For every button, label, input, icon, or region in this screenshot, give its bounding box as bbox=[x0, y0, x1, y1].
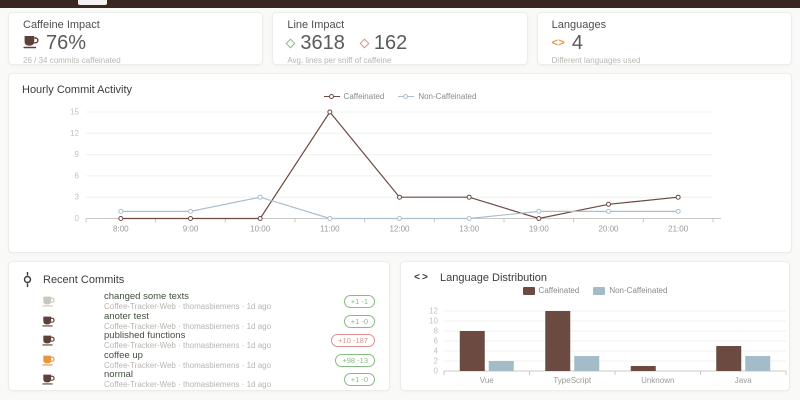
commit-item: normal Coffee-Tracker-Web · thomasbiemens… bbox=[9, 370, 389, 390]
commit-diff-badge: +1 -0 bbox=[343, 314, 375, 328]
svg-text:TypeScript: TypeScript bbox=[553, 376, 592, 385]
svg-text:21:00: 21:00 bbox=[668, 225, 689, 234]
svg-text:0: 0 bbox=[75, 214, 80, 223]
commit-meta: Coffee-Tracker-Web · thomasbiemens · 1d … bbox=[104, 302, 272, 312]
svg-text:6: 6 bbox=[434, 337, 439, 346]
commit-diff-badge: +1 -1 bbox=[343, 295, 375, 309]
legend-item-caffeinated[interactable]: Caffeinated bbox=[323, 92, 385, 101]
svg-text:10:00: 10:00 bbox=[250, 225, 271, 234]
languages-subtitle: Different languages used bbox=[551, 56, 641, 65]
languages-title: Languages bbox=[551, 19, 607, 31]
legend-item-caffeinated[interactable]: Caffeinated bbox=[522, 286, 580, 295]
language-distribution-panel: <> Language Distribution Caffeinated Non-… bbox=[400, 261, 790, 391]
coffee-cup-icon bbox=[23, 32, 39, 55]
line-impact-title: Line Impact bbox=[287, 19, 345, 31]
svg-text:15: 15 bbox=[70, 108, 79, 117]
top-navbar bbox=[0, 0, 800, 8]
commit-coffee-cup-icon bbox=[42, 355, 56, 366]
svg-text:11:00: 11:00 bbox=[320, 225, 340, 234]
commit-diff-badge: +1 -0 bbox=[343, 373, 375, 387]
line-chart-legend: Caffeinated Non-Caffeinated bbox=[9, 92, 791, 101]
svg-text:0: 0 bbox=[434, 367, 439, 376]
hourly-commit-line-chart: 0 3 6 9 12 15 8:00 9:00 10:00 11:00 12:00 13:00 19:0… bbox=[70, 108, 721, 234]
svg-text:10: 10 bbox=[429, 317, 438, 326]
legend-label: Non-Caffeinated bbox=[609, 286, 668, 295]
commit-message: published functions bbox=[104, 330, 186, 342]
commit-meta: Coffee-Tracker-Web · thomasbiemens · 1d … bbox=[104, 321, 272, 331]
hourly-chart-title: Hourly Commit Activity bbox=[22, 84, 133, 96]
line-marker-icon bbox=[323, 94, 340, 99]
bar-chart-legend: Caffeinated Non-Caffeinated bbox=[401, 286, 789, 295]
commit-message: changed some texts bbox=[104, 291, 190, 303]
commit-coffee-cup-icon bbox=[42, 316, 56, 327]
svg-text:12: 12 bbox=[429, 307, 438, 316]
commit-message: normal bbox=[104, 369, 134, 381]
commit-message: coffee up bbox=[104, 349, 143, 361]
legend-swatch-icon bbox=[593, 286, 606, 295]
stats-row: Caffeine Impact 76% 26 / 34 commits caff… bbox=[8, 12, 792, 65]
lines-added-value: 3618 bbox=[300, 32, 345, 54]
svg-text:4: 4 bbox=[434, 347, 439, 356]
commit-item: changed some texts Coffee-Tracker-Web · t… bbox=[9, 292, 389, 312]
bottom-row: Recent Commits changed some texts Coffee-… bbox=[8, 261, 792, 391]
svg-text:3: 3 bbox=[75, 193, 80, 202]
svg-text:2: 2 bbox=[434, 357, 439, 366]
language-distribution-title: Language Distribution bbox=[440, 272, 548, 284]
lines-removed-value: 162 bbox=[373, 32, 408, 54]
svg-text:6: 6 bbox=[75, 171, 80, 180]
languages-card: Languages <> 4 Different languages used bbox=[536, 12, 792, 65]
git-commit-icon bbox=[23, 272, 32, 287]
commit-item: published functions Coffee-Tracker-Web · … bbox=[9, 331, 389, 351]
line-impact-card: Line Impact 3618 162 Avg. lines per snif… bbox=[272, 12, 528, 65]
svg-text:Java: Java bbox=[735, 376, 752, 385]
caffeine-impact-card: Caffeine Impact 76% 26 / 34 commits caff… bbox=[8, 12, 264, 65]
svg-text:9:00: 9:00 bbox=[183, 225, 199, 234]
legend-item-non-caffeinated[interactable]: Non-Caffeinated bbox=[593, 286, 667, 295]
caffeine-impact-subtitle: 26 / 34 commits caffeinated bbox=[23, 56, 121, 65]
svg-text:13:00: 13:00 bbox=[459, 225, 480, 234]
navbar-logo-icon bbox=[78, 0, 107, 5]
recent-commits-title: Recent Commits bbox=[43, 273, 125, 286]
caffeine-impact-value: 76% bbox=[46, 32, 87, 54]
legend-label: Caffeinated bbox=[343, 92, 385, 101]
commit-meta: Coffee-Tracker-Web · thomasbiemens · 1d … bbox=[104, 341, 272, 351]
svg-text:12: 12 bbox=[70, 129, 79, 138]
dashboard: Caffeine Impact 76% 26 / 34 commits caff… bbox=[0, 12, 800, 391]
commit-meta: Coffee-Tracker-Web · thomasbiemens · 1d … bbox=[104, 380, 272, 390]
commit-coffee-cup-icon bbox=[42, 374, 56, 385]
recent-commits-panel: Recent Commits changed some texts Coffee-… bbox=[8, 261, 390, 391]
svg-text:Vue: Vue bbox=[480, 376, 494, 385]
commit-meta: Coffee-Tracker-Web · thomasbiemens · 1d … bbox=[104, 360, 272, 370]
hourly-commit-activity-panel: Hourly Commit Activity Caffeinated Non-Ca… bbox=[8, 73, 792, 253]
commit-list: changed some texts Coffee-Tracker-Web · t… bbox=[9, 292, 389, 390]
commit-diff-badge: +10 -187 bbox=[331, 334, 375, 348]
legend-swatch-icon bbox=[522, 286, 535, 295]
svg-text:Unknown: Unknown bbox=[641, 376, 674, 385]
commit-coffee-cup-icon bbox=[42, 335, 56, 346]
caffeine-impact-title: Caffeine Impact bbox=[23, 19, 100, 31]
svg-text:9: 9 bbox=[75, 150, 80, 159]
languages-value: 4 bbox=[571, 32, 583, 54]
commit-item: anoter test Coffee-Tracker-Web · thomasbi… bbox=[9, 310, 389, 332]
svg-text:12:00: 12:00 bbox=[389, 225, 410, 234]
line-marker-icon bbox=[398, 94, 415, 99]
svg-text:8: 8 bbox=[434, 327, 439, 336]
svg-text:8:00: 8:00 bbox=[113, 225, 129, 234]
code-icon: <> bbox=[551, 37, 565, 50]
line-impact-subtitle: Avg. lines per sniff of caffeine bbox=[287, 56, 392, 65]
lines-removed-diamond-icon bbox=[359, 38, 370, 49]
svg-text:19:00: 19:00 bbox=[529, 225, 550, 234]
lines-added-diamond-icon bbox=[285, 38, 296, 49]
legend-label: Non-Caffeinated bbox=[418, 92, 477, 101]
code-icon: <> bbox=[414, 272, 431, 284]
commit-message: anoter test bbox=[104, 310, 149, 322]
commit-coffee-cup-icon bbox=[42, 296, 56, 307]
legend-label: Caffeinated bbox=[538, 286, 580, 295]
legend-item-non-caffeinated[interactable]: Non-Caffeinated bbox=[398, 92, 476, 101]
commit-diff-badge: +98 -13 bbox=[335, 353, 375, 367]
svg-text:20:00: 20:00 bbox=[598, 225, 619, 234]
commit-item: coffee up Coffee-Tracker-Web · thomasbiem… bbox=[9, 349, 389, 371]
